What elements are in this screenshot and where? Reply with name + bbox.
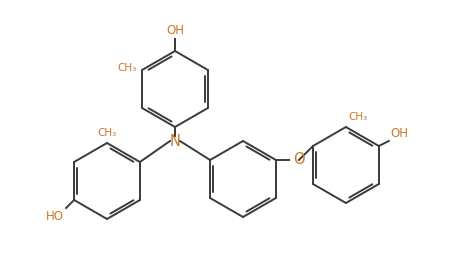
Text: O: O [293, 152, 305, 168]
Text: CH₃: CH₃ [348, 112, 367, 122]
Text: HO: HO [46, 210, 64, 223]
Text: N: N [170, 133, 180, 149]
Text: OH: OH [166, 24, 184, 37]
Text: CH₃: CH₃ [118, 63, 137, 73]
Text: OH: OH [391, 127, 409, 140]
Text: CH₃: CH₃ [97, 128, 117, 138]
